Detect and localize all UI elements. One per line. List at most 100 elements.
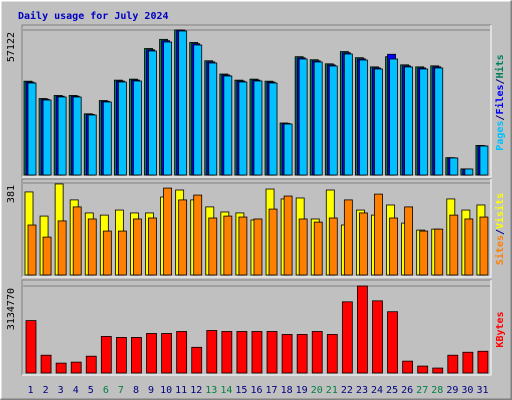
bar — [161, 333, 172, 374]
bar — [251, 331, 263, 374]
x-tick-label: 20 — [311, 385, 323, 396]
legend-entry: Pages — [495, 121, 506, 151]
bar — [389, 58, 398, 176]
bar — [208, 217, 218, 276]
bar — [102, 101, 112, 176]
bar — [85, 355, 97, 374]
bar — [208, 62, 218, 176]
panel-edge — [22, 280, 492, 376]
bar — [55, 362, 67, 374]
bar — [193, 194, 203, 276]
bar — [434, 228, 444, 276]
x-tick-label: 24 — [371, 385, 383, 396]
bar — [477, 350, 489, 374]
bar — [328, 217, 338, 276]
bar — [268, 82, 278, 176]
legend-separator: / — [495, 115, 506, 121]
x-tick-label: 15 — [235, 385, 247, 396]
bar — [102, 230, 112, 276]
bar — [25, 320, 37, 374]
panel-edge — [22, 25, 492, 178]
bar — [447, 354, 459, 374]
bar — [479, 216, 489, 276]
x-tick-label: 17 — [266, 385, 278, 396]
bar — [283, 195, 293, 276]
bar — [253, 218, 263, 276]
x-tick-label: 9 — [148, 385, 154, 396]
bar — [311, 331, 323, 374]
bar — [57, 96, 67, 176]
bar — [87, 114, 97, 176]
x-tick-label: 23 — [356, 385, 368, 396]
bar — [359, 59, 368, 176]
bar — [163, 187, 172, 276]
x-tick-label: 21 — [326, 385, 338, 396]
legend-entry: Files — [494, 84, 506, 114]
bar — [27, 82, 37, 176]
bar — [117, 230, 127, 276]
x-tick-label: 27 — [416, 385, 428, 396]
bar — [223, 215, 233, 276]
x-tick-label: 26 — [401, 385, 413, 396]
bar — [449, 157, 459, 176]
x-tick-label: 14 — [220, 385, 232, 396]
legend: Sites/Visits — [494, 193, 506, 265]
x-tick-label: 8 — [133, 385, 139, 396]
x-tick-label: 1 — [28, 385, 34, 396]
bar — [374, 68, 383, 176]
y-tick-label: 57122 — [6, 32, 17, 62]
x-tick-label: 5 — [88, 385, 94, 396]
bar — [72, 96, 82, 176]
bar — [87, 218, 97, 276]
bar — [176, 331, 188, 374]
bar — [133, 80, 142, 176]
bar — [313, 221, 323, 276]
x-tick-label: 19 — [296, 385, 308, 396]
bar — [238, 81, 248, 176]
chart-title: Daily usage for July 2024 — [18, 10, 169, 22]
bar — [449, 214, 459, 276]
bar — [313, 61, 323, 176]
bar — [57, 220, 67, 276]
bar — [298, 58, 308, 176]
bar — [389, 217, 398, 276]
bar — [374, 193, 383, 276]
bar — [404, 66, 414, 176]
bar — [387, 311, 398, 374]
bar — [341, 301, 353, 374]
bar — [298, 218, 308, 276]
bar — [148, 50, 157, 176]
bar — [434, 67, 444, 176]
bar — [223, 75, 233, 176]
bar — [372, 300, 383, 374]
bar — [238, 216, 248, 276]
x-tick-label: 3 — [58, 385, 64, 396]
bar — [464, 218, 474, 276]
x-tick-label: 4 — [73, 385, 79, 396]
bar — [133, 218, 142, 276]
x-tick-label: 29 — [446, 385, 458, 396]
bar — [163, 41, 172, 176]
x-tick-label: 2 — [43, 385, 49, 396]
bar — [417, 365, 429, 374]
bar — [404, 206, 414, 276]
bar — [343, 199, 353, 276]
bar — [236, 331, 248, 374]
bar — [193, 44, 203, 176]
bar — [148, 217, 157, 276]
bar — [462, 351, 474, 374]
bar — [115, 337, 127, 374]
bar — [27, 224, 37, 276]
x-tick-label: 18 — [281, 385, 293, 396]
bar — [359, 212, 368, 276]
bar — [328, 65, 338, 176]
bar — [268, 208, 278, 276]
bar — [283, 123, 293, 176]
bar — [464, 168, 474, 176]
bar — [131, 337, 142, 374]
bar — [178, 199, 188, 276]
bar — [266, 331, 278, 374]
bar — [40, 354, 52, 374]
x-tick-label: 12 — [190, 385, 202, 396]
